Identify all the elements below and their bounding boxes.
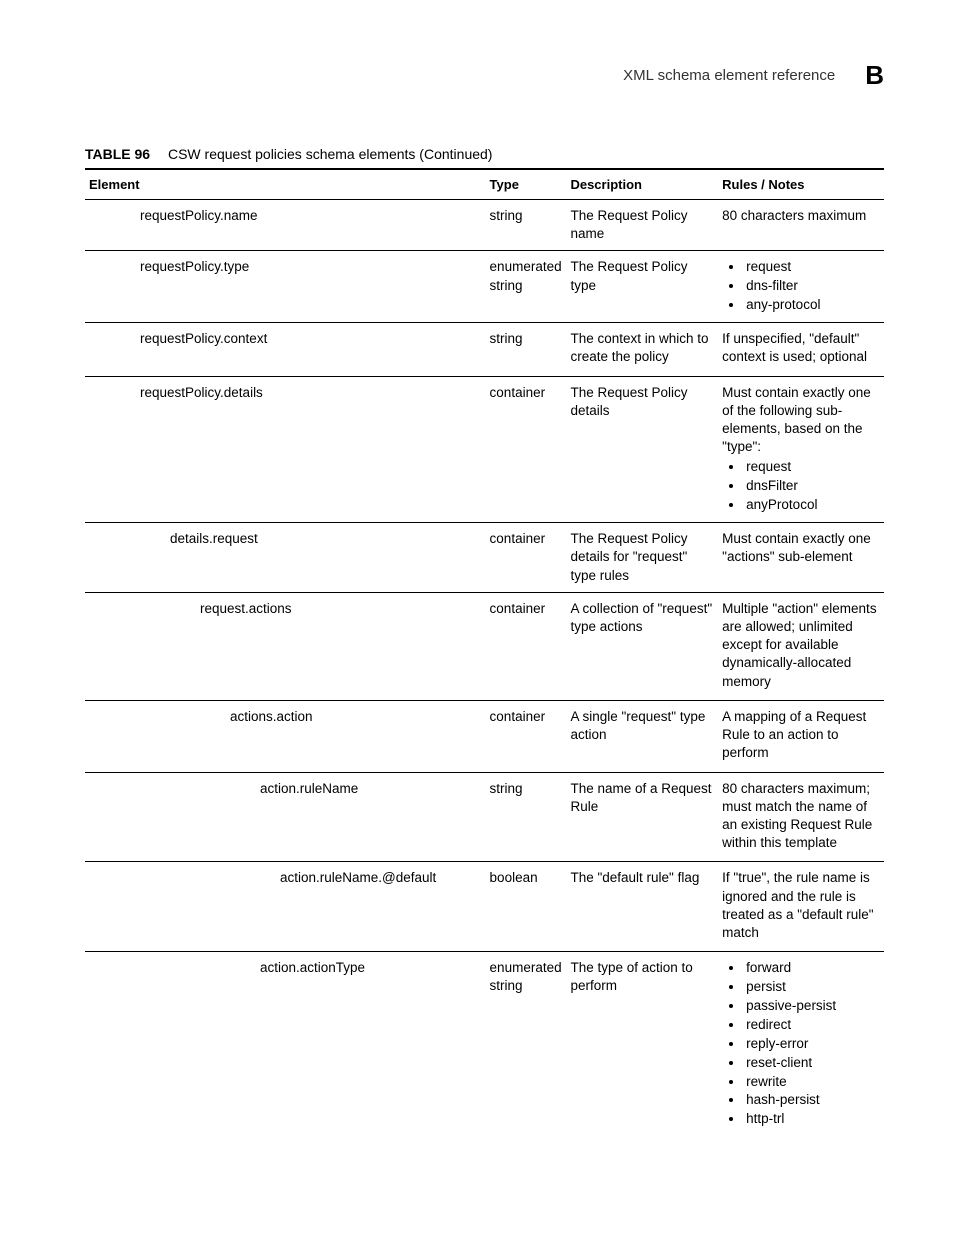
table-label: TABLE 96	[85, 146, 150, 162]
element-name: details.request	[85, 530, 258, 548]
cell-description: The name of a Request Rule	[570, 772, 722, 862]
rules-bullet-item: request	[744, 458, 878, 477]
cell-rules: If unspecified, "default" context is use…	[722, 323, 884, 376]
cell-element: requestPolicy.details	[85, 376, 490, 523]
cell-element: requestPolicy.context	[85, 323, 490, 376]
cell-type: string	[490, 772, 571, 862]
cell-description: The Request Policy details for "request"…	[570, 523, 722, 593]
cell-element: action.actionType	[85, 952, 490, 1137]
rules-bullet-item: rewrite	[744, 1073, 878, 1092]
element-name: action.ruleName.@default	[85, 869, 436, 887]
table-row: requestPolicy.context stringThe context i…	[85, 323, 884, 376]
rules-bullet-item: dnsFilter	[744, 477, 878, 496]
cell-description: The "default rule" flag	[570, 862, 722, 952]
table-row: action.ruleName.@default booleanThe "defa…	[85, 862, 884, 952]
element-name: action.ruleName	[85, 780, 358, 798]
rules-bullet-item: dns-filter	[744, 277, 878, 296]
table-row: requestPolicy.details containerThe Reques…	[85, 376, 884, 523]
cell-type: container	[490, 523, 571, 593]
cell-type: enumerated string	[490, 251, 571, 323]
rules-text: If unspecified, "default" context is use…	[722, 330, 878, 366]
rules-bullet-item: passive-persist	[744, 997, 878, 1016]
rules-bullet-item: redirect	[744, 1016, 878, 1035]
cell-type: container	[490, 592, 571, 700]
rules-bullet-item: request	[744, 258, 878, 277]
cell-element: actions.action	[85, 700, 490, 772]
element-name: requestPolicy.context	[85, 330, 267, 348]
cell-element: request.actions	[85, 592, 490, 700]
header-section-letter: B	[865, 60, 884, 91]
table-row: actions.action containerA single "request…	[85, 700, 884, 772]
rules-bullet-item: anyProtocol	[744, 496, 878, 515]
cell-description: The Request Policy name	[570, 200, 722, 251]
table-caption-text: CSW request policies schema elements (Co…	[168, 146, 492, 162]
col-header-type: Type	[490, 169, 571, 200]
element-name: action.actionType	[85, 959, 365, 977]
cell-element: action.ruleName	[85, 772, 490, 862]
cell-description: The context in which to create the polic…	[570, 323, 722, 376]
table-row: details.request containerThe Request Poli…	[85, 523, 884, 593]
header-title: XML schema element reference	[623, 67, 835, 84]
rules-bullet-list: forwardpersistpassive-persistredirectrep…	[722, 959, 878, 1129]
col-header-description: Description	[570, 169, 722, 200]
cell-rules: requestdns-filterany-protocol	[722, 251, 884, 323]
table-row: action.actionType enumerated stringThe ty…	[85, 952, 884, 1137]
col-header-element: Element	[85, 169, 490, 200]
cell-description: The Request Policy details	[570, 376, 722, 523]
cell-rules: forwardpersistpassive-persistredirectrep…	[722, 952, 884, 1137]
table-row: action.ruleName stringThe name of a Reque…	[85, 772, 884, 862]
cell-rules: Multiple "action" elements are allowed; …	[722, 592, 884, 700]
rules-bullet-item: http-trl	[744, 1110, 878, 1129]
cell-rules: 80 characters maximum; must match the na…	[722, 772, 884, 862]
rules-bullet-item: reset-client	[744, 1054, 878, 1073]
cell-description: A single "request" type action	[570, 700, 722, 772]
element-name: actions.action	[85, 708, 313, 726]
cell-element: requestPolicy.type	[85, 251, 490, 323]
cell-type: enumerated string	[490, 952, 571, 1137]
running-header: XML schema element reference B	[85, 60, 884, 91]
cell-description: The Request Policy type	[570, 251, 722, 323]
element-name: request.actions	[85, 600, 292, 618]
table-header-row: Element Type Description Rules / Notes	[85, 169, 884, 200]
rules-text: If "true", the rule name is ignored and …	[722, 869, 878, 942]
rules-bullet-list: requestdns-filterany-protocol	[722, 258, 878, 315]
cell-description: The type of action to perform	[570, 952, 722, 1137]
schema-table: Element Type Description Rules / Notes r…	[85, 168, 884, 1136]
rules-text: Must contain exactly one of the followin…	[722, 384, 878, 457]
cell-type: boolean	[490, 862, 571, 952]
cell-rules: Must contain exactly one of the followin…	[722, 376, 884, 523]
element-name: requestPolicy.type	[85, 258, 249, 276]
cell-rules: A mapping of a Request Rule to an action…	[722, 700, 884, 772]
cell-type: string	[490, 200, 571, 251]
cell-rules: If "true", the rule name is ignored and …	[722, 862, 884, 952]
rules-bullet-item: persist	[744, 978, 878, 997]
rules-text: 80 characters maximum	[722, 207, 878, 225]
table-caption: TABLE 96 CSW request policies schema ele…	[85, 146, 884, 162]
rules-bullet-item: any-protocol	[744, 296, 878, 315]
cell-element: requestPolicy.name	[85, 200, 490, 251]
cell-element: action.ruleName.@default	[85, 862, 490, 952]
rules-bullet-list: requestdnsFilteranyProtocol	[722, 458, 878, 515]
rules-text: Must contain exactly one "actions" sub-e…	[722, 530, 878, 566]
cell-type: string	[490, 323, 571, 376]
rules-bullet-item: reply-error	[744, 1035, 878, 1054]
element-name: requestPolicy.name	[85, 207, 258, 225]
cell-rules: Must contain exactly one "actions" sub-e…	[722, 523, 884, 593]
cell-rules: 80 characters maximum	[722, 200, 884, 251]
rules-text: A mapping of a Request Rule to an action…	[722, 708, 878, 763]
table-row: requestPolicy.name stringThe Request Poli…	[85, 200, 884, 251]
cell-type: container	[490, 376, 571, 523]
col-header-rules: Rules / Notes	[722, 169, 884, 200]
table-row: requestPolicy.type enumerated stringThe R…	[85, 251, 884, 323]
table-row: request.actions containerA collection of …	[85, 592, 884, 700]
element-name: requestPolicy.details	[85, 384, 263, 402]
cell-element: details.request	[85, 523, 490, 593]
rules-bullet-item: hash-persist	[744, 1091, 878, 1110]
cell-type: container	[490, 700, 571, 772]
cell-description: A collection of "request" type actions	[570, 592, 722, 700]
rules-text: 80 characters maximum; must match the na…	[722, 780, 878, 853]
rules-bullet-item: forward	[744, 959, 878, 978]
rules-text: Multiple "action" elements are allowed; …	[722, 600, 878, 691]
